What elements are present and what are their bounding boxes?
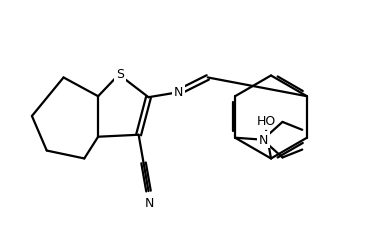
Text: N: N: [173, 85, 183, 98]
Text: N: N: [259, 134, 268, 147]
Text: HO: HO: [256, 114, 276, 127]
Text: N: N: [145, 196, 154, 209]
Text: S: S: [116, 68, 124, 81]
